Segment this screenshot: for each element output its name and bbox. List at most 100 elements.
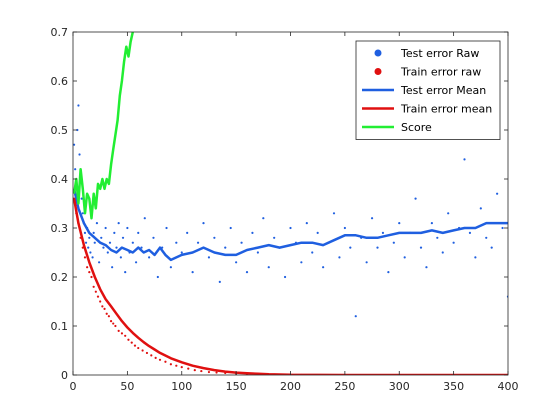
data-point bbox=[441, 251, 444, 254]
data-point bbox=[289, 226, 292, 230]
legend-marker bbox=[374, 68, 382, 75]
data-point bbox=[273, 236, 276, 239]
x-tick-label: 0 bbox=[70, 380, 77, 393]
data-point bbox=[332, 212, 336, 215]
data-point bbox=[215, 371, 218, 374]
data-point bbox=[91, 256, 94, 259]
data-point bbox=[376, 246, 379, 249]
data-point bbox=[134, 261, 138, 264]
data-point bbox=[311, 251, 314, 254]
data-point bbox=[468, 231, 472, 234]
data-point bbox=[180, 251, 183, 254]
y-tick-label: 0 bbox=[61, 369, 68, 382]
data-point bbox=[165, 226, 168, 230]
x-tick-label: 350 bbox=[443, 380, 464, 393]
legend-label: Test error Mean bbox=[400, 84, 486, 97]
axes-layer: 0 50 100 150 200 250 300 350 400 0 0.1 0.2 0.3 0.4 0.5… bbox=[51, 26, 519, 393]
data-point bbox=[88, 236, 91, 239]
data-point bbox=[140, 246, 143, 249]
data-point bbox=[485, 236, 488, 239]
x-tick-label: 100 bbox=[171, 380, 192, 393]
data-point bbox=[120, 332, 124, 335]
data-point bbox=[150, 354, 153, 357]
series-3-line bbox=[73, 198, 508, 375]
data-point bbox=[145, 351, 149, 355]
data-point bbox=[354, 315, 357, 318]
data-point bbox=[78, 153, 81, 156]
data-point bbox=[164, 360, 167, 363]
data-point bbox=[92, 285, 95, 288]
series-2-line bbox=[73, 188, 508, 262]
data-point bbox=[218, 280, 221, 283]
data-point bbox=[121, 236, 125, 239]
data-point bbox=[83, 256, 87, 259]
x-tick-label: 250 bbox=[334, 380, 355, 393]
data-point bbox=[414, 197, 417, 200]
data-point bbox=[207, 370, 211, 374]
legend-label: Test error Raw bbox=[400, 47, 479, 60]
data-point bbox=[87, 246, 90, 249]
data-point bbox=[365, 261, 368, 264]
data-point bbox=[93, 241, 96, 244]
data-point bbox=[89, 251, 92, 254]
y-tick-label: 0.7 bbox=[51, 26, 69, 39]
data-point bbox=[148, 256, 151, 259]
data-point bbox=[200, 369, 203, 373]
y-tick-label: 0.3 bbox=[51, 222, 69, 235]
data-point bbox=[101, 305, 104, 308]
legend-marker bbox=[374, 49, 382, 57]
data-point bbox=[229, 226, 232, 230]
data-point bbox=[115, 246, 118, 249]
data-point bbox=[180, 366, 183, 369]
data-point bbox=[193, 369, 196, 372]
series-4-line bbox=[73, 32, 135, 220]
data-point bbox=[154, 356, 157, 359]
y-tick-label: 0.2 bbox=[51, 271, 69, 284]
data-point bbox=[94, 290, 97, 293]
data-point bbox=[501, 226, 504, 230]
data-point bbox=[152, 236, 155, 239]
series-1-points bbox=[73, 197, 508, 375]
data-point bbox=[196, 241, 200, 244]
legend: Test error Raw Train error raw Test error … bbox=[355, 40, 501, 140]
data-point bbox=[74, 168, 77, 171]
data-point bbox=[156, 275, 159, 279]
data-point bbox=[175, 364, 178, 367]
data-point bbox=[479, 207, 482, 210]
data-point bbox=[403, 256, 406, 259]
data-point bbox=[113, 231, 116, 234]
data-point bbox=[256, 251, 259, 254]
data-point bbox=[213, 236, 216, 239]
data-point bbox=[251, 231, 254, 234]
data-point bbox=[92, 231, 95, 234]
data-point bbox=[137, 346, 140, 350]
data-point bbox=[114, 324, 117, 328]
data-layer bbox=[73, 32, 508, 375]
data-point bbox=[80, 197, 83, 200]
data-point bbox=[88, 271, 91, 274]
data-point bbox=[131, 241, 134, 244]
data-point bbox=[96, 295, 100, 298]
data-point bbox=[112, 322, 115, 325]
data-point bbox=[130, 341, 133, 344]
data-point bbox=[186, 231, 189, 234]
data-point bbox=[106, 251, 109, 254]
data-point bbox=[105, 312, 108, 315]
data-point bbox=[103, 307, 106, 310]
data-point bbox=[235, 261, 238, 264]
data-point bbox=[283, 275, 287, 279]
data-point bbox=[430, 222, 433, 225]
data-point bbox=[100, 236, 103, 239]
data-point bbox=[316, 231, 319, 234]
data-point bbox=[73, 143, 76, 146]
data-point bbox=[207, 256, 211, 259]
data-point bbox=[86, 266, 89, 269]
data-point bbox=[99, 300, 102, 303]
data-point bbox=[126, 226, 129, 230]
data-point bbox=[111, 266, 114, 269]
data-point bbox=[137, 231, 140, 234]
data-point bbox=[305, 222, 308, 225]
data-point bbox=[143, 217, 146, 220]
data-point bbox=[267, 266, 270, 269]
data-point bbox=[81, 212, 84, 215]
